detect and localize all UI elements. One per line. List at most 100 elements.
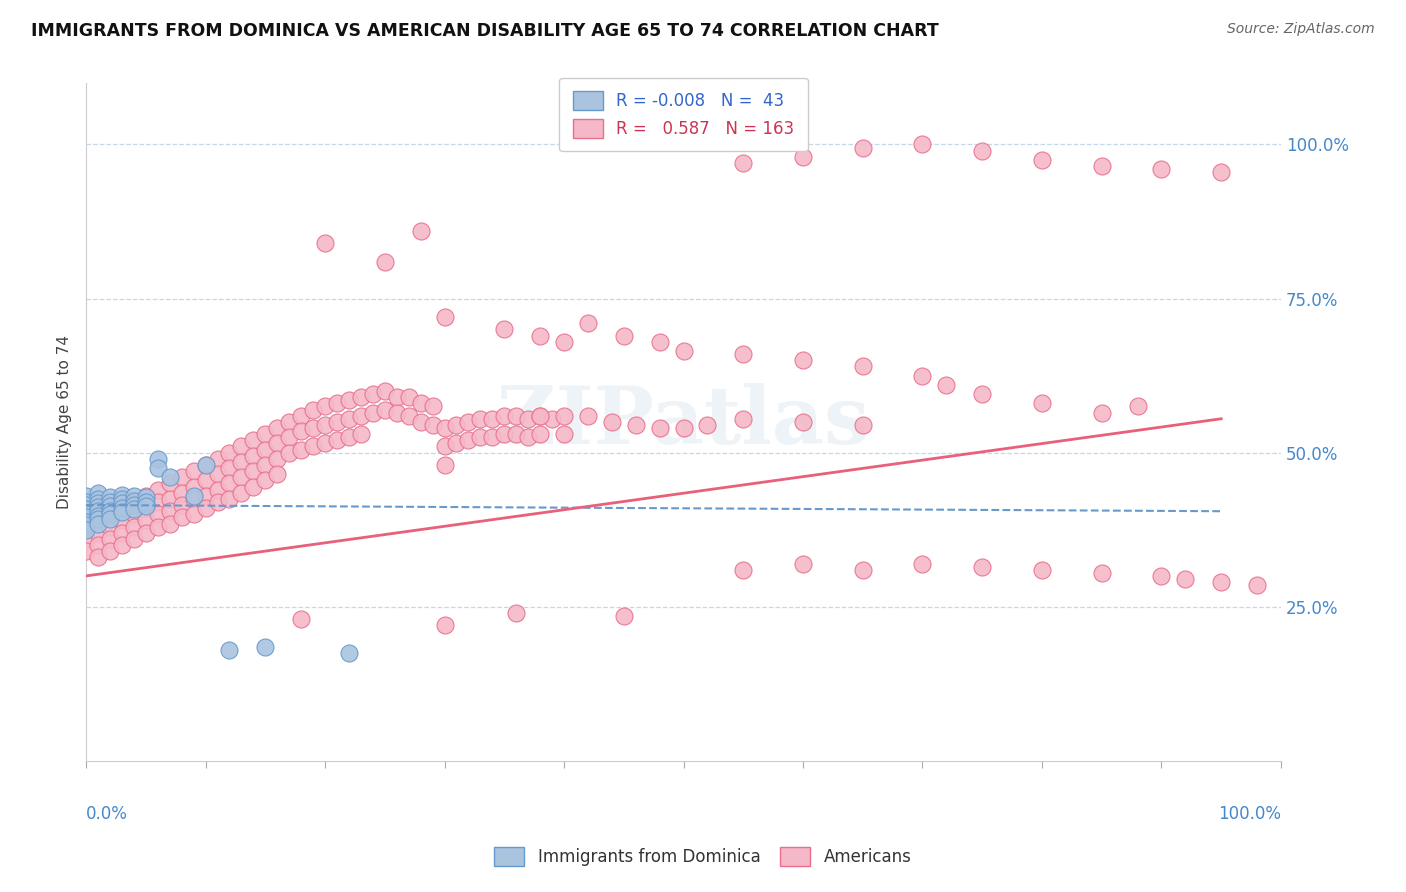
Point xyxy=(111,538,134,552)
Point xyxy=(75,523,97,537)
Point xyxy=(1150,162,1173,177)
Point xyxy=(1091,566,1114,580)
Text: 100.0%: 100.0% xyxy=(1218,805,1281,823)
Point xyxy=(87,513,110,527)
Point xyxy=(1211,575,1233,590)
Point xyxy=(146,461,169,475)
Point xyxy=(302,421,325,435)
Point xyxy=(600,415,623,429)
Point xyxy=(385,406,408,420)
Point xyxy=(314,236,336,251)
Point xyxy=(159,491,181,506)
Point xyxy=(242,449,264,463)
Text: IMMIGRANTS FROM DOMINICA VS AMERICAN DISABILITY AGE 65 TO 74 CORRELATION CHART: IMMIGRANTS FROM DOMINICA VS AMERICAN DIS… xyxy=(31,22,939,40)
Point xyxy=(242,479,264,493)
Point xyxy=(350,409,373,423)
Point xyxy=(159,476,181,491)
Point xyxy=(553,334,575,349)
Point xyxy=(170,498,193,512)
Point xyxy=(433,618,456,632)
Point xyxy=(146,495,169,509)
Point xyxy=(87,512,110,526)
Point xyxy=(75,532,97,546)
Point xyxy=(696,417,718,432)
Point xyxy=(75,515,97,529)
Point xyxy=(111,487,134,501)
Point xyxy=(553,427,575,442)
Point xyxy=(302,440,325,454)
Point xyxy=(326,415,349,429)
Point xyxy=(122,498,145,512)
Point xyxy=(733,411,755,425)
Point xyxy=(446,417,468,432)
Point xyxy=(852,140,875,154)
Point xyxy=(122,502,145,516)
Point xyxy=(398,409,420,423)
Point xyxy=(1031,563,1053,577)
Point xyxy=(1031,396,1053,410)
Point xyxy=(98,508,121,522)
Point xyxy=(194,458,217,472)
Point xyxy=(361,406,384,420)
Point xyxy=(183,479,205,493)
Point xyxy=(135,489,157,503)
Point xyxy=(135,500,157,514)
Point xyxy=(314,400,336,414)
Point xyxy=(266,451,288,466)
Point xyxy=(87,500,110,514)
Point xyxy=(194,458,217,472)
Point xyxy=(733,563,755,577)
Point xyxy=(75,498,97,512)
Point xyxy=(75,495,97,509)
Point xyxy=(207,467,229,482)
Point xyxy=(529,409,551,423)
Y-axis label: Disability Age 65 to 74: Disability Age 65 to 74 xyxy=(58,334,72,508)
Point xyxy=(529,427,551,442)
Point xyxy=(87,491,110,506)
Point xyxy=(254,458,277,472)
Point xyxy=(183,464,205,478)
Point xyxy=(733,156,755,170)
Point xyxy=(1126,400,1149,414)
Point xyxy=(409,396,432,410)
Point xyxy=(433,310,456,324)
Point xyxy=(529,409,551,423)
Point xyxy=(87,485,110,500)
Point xyxy=(457,434,479,448)
Point xyxy=(254,640,277,654)
Point xyxy=(146,519,169,533)
Point xyxy=(1031,153,1053,167)
Point xyxy=(75,518,97,533)
Point xyxy=(852,359,875,374)
Point xyxy=(1246,578,1268,592)
Point xyxy=(266,421,288,435)
Point xyxy=(87,504,110,518)
Point xyxy=(146,508,169,522)
Point xyxy=(972,387,994,401)
Point xyxy=(98,519,121,533)
Point xyxy=(433,421,456,435)
Point xyxy=(183,508,205,522)
Point xyxy=(457,415,479,429)
Point xyxy=(505,427,527,442)
Point xyxy=(218,643,240,657)
Point xyxy=(218,445,240,459)
Point xyxy=(672,421,695,435)
Point xyxy=(278,430,301,444)
Point xyxy=(470,411,492,425)
Point xyxy=(194,501,217,516)
Point xyxy=(374,254,396,268)
Point xyxy=(75,489,97,503)
Point xyxy=(613,328,636,343)
Point xyxy=(254,442,277,457)
Point xyxy=(75,502,97,516)
Point xyxy=(111,491,134,506)
Point xyxy=(337,430,360,444)
Legend: R = -0.008   N =  43, R =   0.587   N = 163: R = -0.008 N = 43, R = 0.587 N = 163 xyxy=(560,78,807,151)
Point xyxy=(337,393,360,408)
Point xyxy=(159,516,181,531)
Point xyxy=(1211,165,1233,179)
Point xyxy=(111,501,134,516)
Point xyxy=(517,411,540,425)
Point xyxy=(207,483,229,497)
